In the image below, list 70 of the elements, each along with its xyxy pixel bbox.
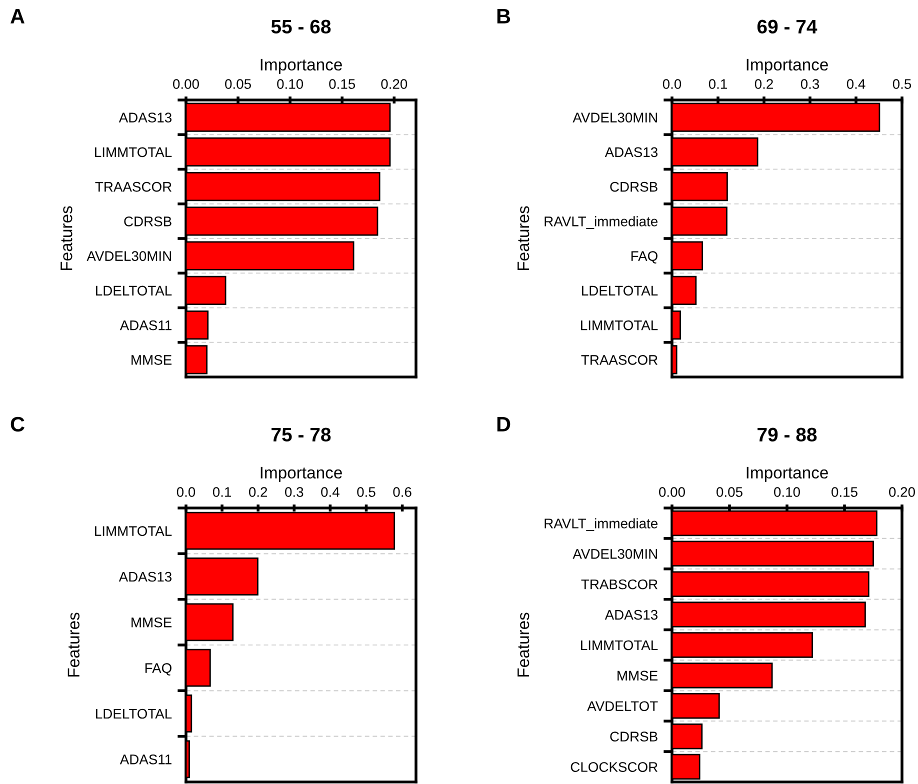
x-tick-label: 0.3 [800, 79, 820, 89]
x-tick-label: 0.4 [321, 487, 340, 497]
y-tick-label: AVDEL30MIN [86, 251, 171, 261]
chart-title: 75 - 78 [272, 428, 331, 442]
y-tick-label: ADAS13 [604, 147, 658, 158]
chart-title: 69 - 74 [757, 20, 818, 34]
y-tick-label: LDELTOTAL [582, 286, 658, 296]
y-tick-label: RAVLT_immediate [544, 518, 658, 532]
x-axis-title: Importance [260, 466, 342, 482]
y-tick-label: LDELTOTAL [96, 286, 172, 296]
y-tick-label: AVDEL30MIN [572, 112, 657, 122]
x-tick-label: 0.00 [173, 79, 199, 89]
x-tick-label: 0.2 [754, 79, 773, 89]
x-tick-label: 0.00 [659, 487, 685, 497]
y-tick-label: LDELTOTAL [96, 708, 172, 719]
y-tick-label: ADAS13 [118, 112, 172, 122]
x-tick-label: 0.0 [662, 79, 682, 89]
x-tick-label: 0.10 [774, 487, 800, 497]
y-tick-label: LIMMTOTAL [581, 640, 658, 650]
y-tick-label: MMSE [132, 618, 172, 628]
text: B [497, 9, 510, 24]
x-tick-label: 0.20 [889, 487, 915, 497]
x-tick-label: 0.4 [846, 79, 866, 89]
y-axis-title: Features [518, 206, 530, 270]
x-tick-label: 0.20 [381, 79, 408, 89]
text: C [10, 416, 24, 432]
y-tick-label: ADAS11 [120, 754, 172, 764]
y-tick-label: MMSE [618, 670, 658, 681]
x-tick-label: 0.1 [212, 487, 232, 497]
y-tick-label: LIMMTOTAL [95, 526, 172, 536]
y-tick-label: LIMMTOTAL [95, 147, 172, 158]
y-tick-label: TRAASCOR [95, 182, 172, 192]
x-tick-label: 0.1 [708, 79, 727, 89]
y-tick-label: LIMMTOTAL [581, 320, 658, 330]
y-axis-title: Features [60, 206, 72, 270]
y-tick-label: AVDEL30MIN [572, 549, 657, 559]
y-tick-label: ADAS11 [120, 320, 172, 330]
y-tick-label: CDRSB [610, 732, 658, 742]
x-tick-label: 0.6 [393, 487, 412, 497]
chart-title: 79 - 88 [758, 428, 817, 442]
y-tick-label: FAQ [145, 663, 172, 676]
x-tick-label: 0.10 [277, 79, 304, 89]
y-tick-label: TRAASCOR [581, 355, 658, 365]
x-tick-label: 0.15 [329, 79, 356, 89]
text: D [497, 417, 510, 432]
x-tick-label: 0.05 [225, 79, 251, 89]
x-axis-title: Importance [746, 466, 828, 482]
y-axis-title: Features [68, 612, 80, 677]
y-tick-label: MMSE [132, 355, 172, 365]
y-tick-label: ADAS13 [118, 572, 172, 582]
x-tick-label: 0.3 [285, 487, 304, 497]
y-tick-label: ADAS13 [604, 610, 658, 620]
x-tick-label: 0.05 [716, 487, 742, 497]
x-axis-title: Importance [746, 58, 828, 74]
x-tick-label: 0.2 [248, 487, 268, 497]
y-tick-label: CDRSB [610, 182, 658, 192]
y-tick-label: TRABSCOR [581, 579, 658, 590]
y-tick-label: CDRSB [124, 216, 172, 226]
x-tick-label: 0.5 [892, 79, 912, 89]
chart-title: 55 - 68 [271, 20, 331, 34]
y-tick-label: CLOCKSCOR [570, 762, 658, 772]
y-tick-label: FAQ [631, 251, 658, 264]
y-tick-label: AVDELTOT [587, 701, 658, 712]
x-tick-label: 0.5 [357, 487, 376, 497]
y-axis-title: Features [518, 612, 530, 677]
text: A [10, 9, 24, 24]
x-tick-label: 0.0 [176, 487, 196, 497]
x-axis-title: Importance [260, 58, 342, 74]
y-tick-label: RAVLT_immediate [544, 216, 658, 229]
x-tick-label: 0.15 [832, 487, 858, 497]
